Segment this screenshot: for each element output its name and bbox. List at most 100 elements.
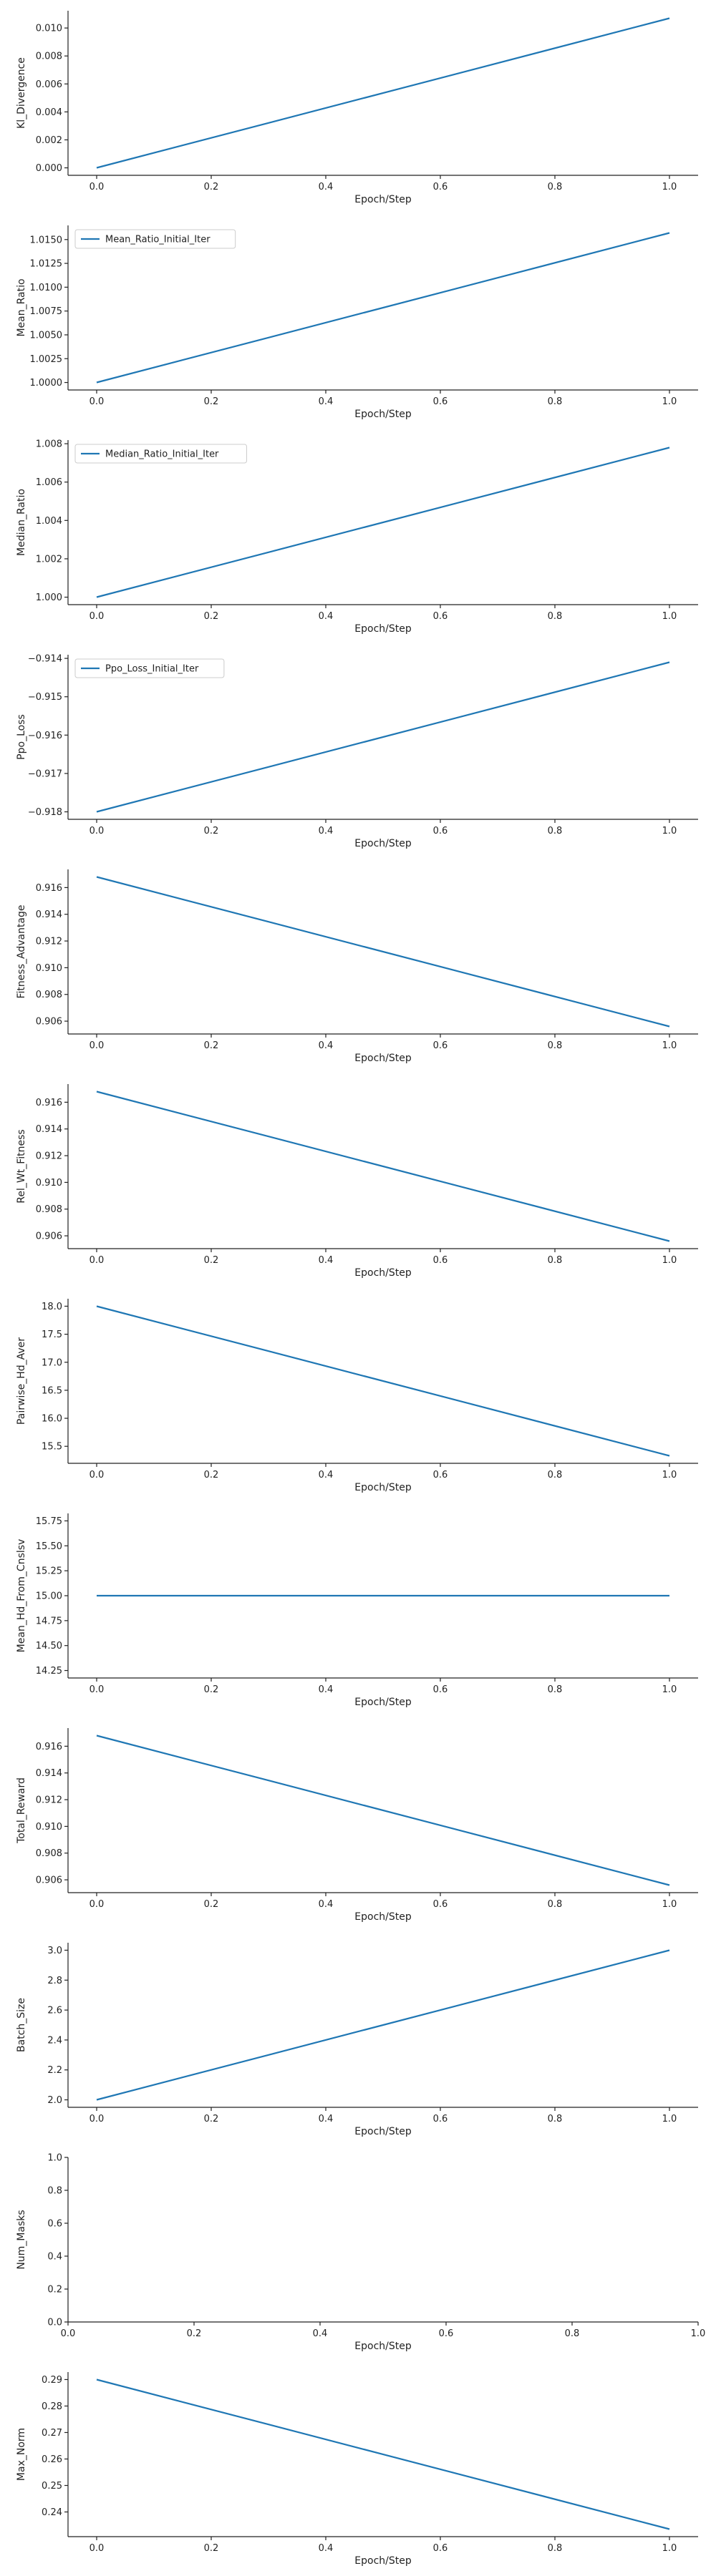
y-tick-label: 15.5 bbox=[42, 1442, 62, 1453]
x-tick-label: 0.8 bbox=[548, 2114, 563, 2124]
chart-panel-6: 0.0 0.2 0.4 0.6 0.8 1.0 0.906 0.908 0.910 0.912 0.… bbox=[16, 1084, 698, 1279]
x-axis-label: Epoch/Step bbox=[354, 2126, 412, 2137]
x-tick-label: 0.8 bbox=[548, 1684, 563, 1695]
y-tick-label: 2.6 bbox=[47, 2006, 62, 2016]
series-line bbox=[96, 876, 670, 1028]
y-tick-label: 1.006 bbox=[36, 477, 62, 488]
x-tick-label: 0.4 bbox=[319, 1899, 334, 1910]
y-tick-label: 16.5 bbox=[42, 1385, 62, 1396]
x-tick-label: 0.6 bbox=[433, 826, 448, 836]
chart-panel-12: 0.0 0.2 0.4 0.6 0.8 1.0 0.24 0.25 0.26 0.27 0.28 0.… bbox=[16, 2372, 698, 2567]
x-axis-label: Epoch/Step bbox=[354, 2555, 412, 2567]
y-tick-label: 0.910 bbox=[36, 1822, 62, 1833]
y-axis-label: Kl_Divergence bbox=[16, 57, 27, 129]
x-tick-label: 0.6 bbox=[433, 1470, 448, 1480]
y-tick-label: 0.906 bbox=[36, 1231, 62, 1242]
y-tick-label: 1.0150 bbox=[30, 235, 63, 245]
x-tick-label: 0.2 bbox=[204, 826, 219, 836]
y-tick-label: 15.25 bbox=[36, 1566, 62, 1577]
y-tick-label: 0.006 bbox=[36, 79, 62, 90]
series-line bbox=[96, 1305, 670, 1457]
x-tick-label: 0.4 bbox=[319, 2543, 334, 2554]
x-tick-label: 0.0 bbox=[90, 1040, 105, 1051]
x-tick-label: 1.0 bbox=[662, 2114, 677, 2124]
x-axis-label: Epoch/Step bbox=[354, 409, 412, 420]
x-axis-label: Epoch/Step bbox=[354, 1911, 412, 1923]
y-tick-label: 1.0075 bbox=[30, 306, 63, 317]
x-axis-label: Epoch/Step bbox=[354, 838, 412, 849]
x-tick-label: 0.2 bbox=[204, 182, 219, 192]
x-tick-label: 0.0 bbox=[90, 1684, 105, 1695]
x-axis-label: Epoch/Step bbox=[354, 1267, 412, 1279]
x-tick-label: 0.4 bbox=[313, 2328, 328, 2339]
chart-panel-1: 0.0 0.2 0.4 0.6 0.8 1.0 0.000 0.002 0.004 0.006 0.… bbox=[16, 11, 698, 205]
x-tick-label: 0.6 bbox=[433, 2543, 448, 2554]
x-tick-label: 0.6 bbox=[433, 396, 448, 407]
y-tick-label: 0.27 bbox=[42, 2428, 62, 2439]
x-tick-label: 1.0 bbox=[662, 826, 677, 836]
x-tick-label: 0.0 bbox=[90, 1255, 105, 1266]
x-axis-label: Epoch/Step bbox=[354, 2341, 412, 2352]
x-tick-label: 0.8 bbox=[548, 182, 563, 192]
x-tick-label: 0.4 bbox=[319, 396, 334, 407]
x-tick-label: 0.2 bbox=[187, 2328, 202, 2339]
y-tick-label: 2.0 bbox=[47, 2095, 62, 2106]
y-tick-label: 0.8 bbox=[47, 2186, 62, 2197]
y-axis-label: Mean_Hd_From_Cnslsv bbox=[16, 1539, 27, 1653]
x-tick-label: 1.0 bbox=[662, 1899, 677, 1910]
y-axis-label: Pairwise_Hd_Aver bbox=[16, 1337, 27, 1425]
x-tick-label: 1.0 bbox=[691, 2328, 706, 2339]
chart-panel-5: 0.0 0.2 0.4 0.6 0.8 1.0 0.906 0.908 0.910 0.912 0.… bbox=[16, 869, 698, 1064]
chart-panel-7: 0.0 0.2 0.4 0.6 0.8 1.0 15.5 16.0 16.5 17.0 17.5 18… bbox=[16, 1299, 698, 1493]
x-tick-label: 0.2 bbox=[204, 1040, 219, 1051]
y-tick-label: 1.004 bbox=[36, 516, 62, 527]
x-tick-label: 0.8 bbox=[548, 1255, 563, 1266]
y-tick-label: 1.0025 bbox=[30, 354, 63, 365]
y-tick-label: −0.918 bbox=[28, 807, 62, 818]
x-tick-label: 0.6 bbox=[433, 1255, 448, 1266]
x-tick-label: 0.0 bbox=[90, 2543, 105, 2554]
y-tick-label: 14.25 bbox=[36, 1666, 62, 1677]
y-tick-label: −0.917 bbox=[28, 769, 62, 779]
x-tick-label: 0.4 bbox=[319, 182, 334, 192]
y-tick-label: 0.29 bbox=[42, 2375, 62, 2386]
x-tick-label: 0.0 bbox=[90, 1470, 105, 1480]
y-tick-label: 1.002 bbox=[36, 554, 62, 565]
x-axis-label: Epoch/Step bbox=[354, 194, 412, 205]
y-tick-label: 0.906 bbox=[36, 1017, 62, 1028]
y-tick-label: 1.000 bbox=[36, 592, 62, 603]
x-tick-label: 0.8 bbox=[548, 1899, 563, 1910]
y-axis-label: Num_Masks bbox=[16, 2210, 27, 2269]
y-axis-label: Median_Ratio bbox=[16, 489, 27, 556]
x-tick-label: 0.2 bbox=[204, 396, 219, 407]
y-tick-label: 0.24 bbox=[42, 2507, 62, 2518]
legend-entry: Median_Ratio_Initial_Iter bbox=[105, 449, 219, 460]
x-tick-label: 1.0 bbox=[662, 1255, 677, 1266]
x-tick-label: 0.8 bbox=[565, 2328, 580, 2339]
y-axis-label: Mean_Ratio bbox=[16, 278, 27, 336]
x-tick-label: 0.4 bbox=[319, 1470, 334, 1480]
chart-panel-9: 0.0 0.2 0.4 0.6 0.8 1.0 0.906 0.908 0.910 0.912 0.… bbox=[16, 1728, 698, 1923]
y-axis-label: Fitness_Advantage bbox=[16, 904, 27, 998]
x-axis-label: Epoch/Step bbox=[354, 1697, 412, 1708]
y-tick-label: 17.5 bbox=[42, 1330, 62, 1340]
x-tick-label: 1.0 bbox=[662, 182, 677, 192]
x-tick-label: 0.2 bbox=[204, 2543, 219, 2554]
y-tick-label: 0.912 bbox=[36, 1795, 62, 1806]
y-tick-label: 2.8 bbox=[47, 1976, 62, 1986]
x-tick-label: 0.2 bbox=[204, 1255, 219, 1266]
legend-entry: Mean_Ratio_Initial_Iter bbox=[105, 235, 211, 245]
y-tick-label: 0.6 bbox=[47, 2219, 62, 2230]
y-tick-label: 1.0000 bbox=[30, 378, 63, 389]
y-tick-label: 14.50 bbox=[36, 1641, 62, 1652]
x-tick-label: 0.6 bbox=[433, 611, 448, 622]
series-line bbox=[96, 2379, 670, 2530]
series-line bbox=[96, 1949, 670, 2101]
x-tick-label: 0.4 bbox=[319, 1255, 334, 1266]
x-tick-label: 0.6 bbox=[433, 1899, 448, 1910]
chart-panel-2: 0.0 0.2 0.4 0.6 0.8 1.0 1.0000 1.0025 1.0050 1.00… bbox=[16, 225, 698, 420]
x-tick-label: 0.6 bbox=[439, 2328, 454, 2339]
y-tick-label: 1.0050 bbox=[30, 330, 63, 341]
y-tick-label: 0.910 bbox=[36, 963, 62, 974]
y-axis-label: Batch_Size bbox=[16, 1998, 27, 2052]
